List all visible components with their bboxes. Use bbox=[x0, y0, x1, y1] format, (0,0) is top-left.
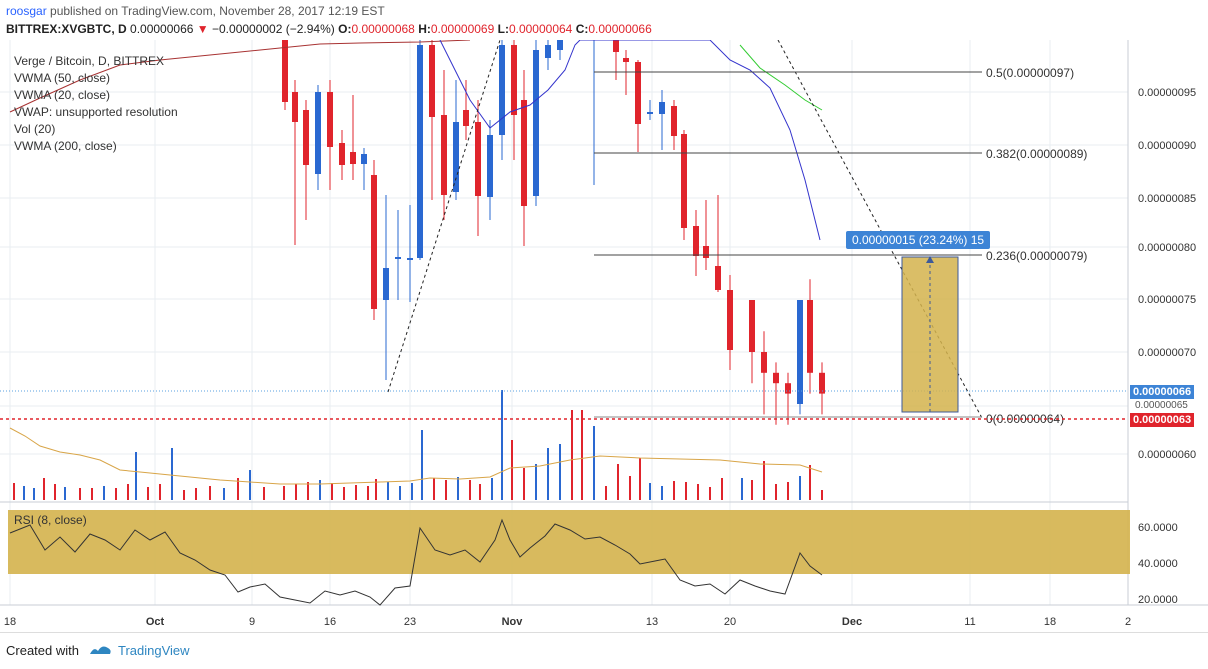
x-tick: 9 bbox=[249, 616, 255, 628]
candle-body bbox=[807, 300, 813, 373]
tradingview-brand[interactable]: TradingView bbox=[118, 643, 190, 658]
publish-text: published on TradingView.com, November 2… bbox=[50, 4, 385, 18]
low-label: L: bbox=[497, 22, 509, 36]
current-price-tag: 0.00000066 bbox=[1130, 385, 1195, 399]
y-tick: 0.00000090 bbox=[1138, 140, 1196, 152]
y-tick: 0.00000060 bbox=[1138, 449, 1196, 461]
vwma50-line bbox=[439, 40, 821, 241]
red-price-tag: 0.00000063 bbox=[1130, 413, 1195, 427]
time-axis: 18 Oct 9 16 23 Nov 13 20 Dec 11 18 2 bbox=[4, 616, 1131, 628]
footer: Created with TradingView bbox=[0, 632, 1208, 669]
price-change: −0.00000002 (−2.94%) bbox=[212, 22, 335, 36]
tradingview-logo-icon[interactable] bbox=[88, 642, 112, 658]
candle-body bbox=[749, 300, 755, 352]
x-tick: 16 bbox=[324, 616, 336, 628]
y-tick: 0.00000080 bbox=[1138, 242, 1196, 254]
y-tick: 0.00000070 bbox=[1138, 347, 1196, 359]
created-with-text: Created with bbox=[6, 643, 79, 658]
rsi-tick: 40.0000 bbox=[1138, 558, 1178, 570]
high-label: H: bbox=[418, 22, 431, 36]
recent-candles bbox=[749, 279, 825, 425]
uptrend-line bbox=[387, 40, 501, 393]
x-tick: 13 bbox=[646, 616, 658, 628]
x-tick: 20 bbox=[724, 616, 736, 628]
legend-vwma200[interactable]: VWMA (200, close) bbox=[14, 139, 117, 153]
price-axis: 0.00000095 0.00000090 0.00000085 0.00000… bbox=[1138, 87, 1196, 461]
open-value: 0.00000068 bbox=[351, 22, 415, 36]
low-value: 0.00000064 bbox=[508, 22, 573, 36]
open-label: O: bbox=[338, 22, 352, 36]
candle-body bbox=[773, 372, 779, 384]
small-price-tag: 0.00000065 bbox=[1132, 399, 1191, 412]
fib-0-label: 0(0.00000064) bbox=[986, 412, 1064, 426]
publish-info: roosgar published on TradingView.com, No… bbox=[6, 4, 385, 18]
x-tick: 23 bbox=[404, 616, 416, 628]
x-tick: 11 bbox=[964, 616, 975, 628]
rsi-tick: 20.0000 bbox=[1138, 594, 1178, 606]
candle-body bbox=[797, 300, 803, 404]
x-tick: 2 bbox=[1125, 616, 1131, 628]
fib-0382-label: 0.382(0.00000089) bbox=[986, 147, 1087, 161]
x-tick: Dec bbox=[842, 616, 862, 628]
last-price: 0.00000066 bbox=[130, 22, 194, 36]
x-tick: Oct bbox=[146, 616, 165, 628]
chart-area[interactable]: 0.5(0.00000097) 0.382(0.00000089) 0.236(… bbox=[0, 40, 1208, 632]
legend-vwma50[interactable]: VWMA (50, close) bbox=[14, 71, 111, 85]
fib-0236-label: 0.236(0.00000079) bbox=[986, 249, 1087, 263]
close-label: C: bbox=[575, 22, 589, 36]
candle-body bbox=[761, 352, 767, 373]
fibonacci-levels bbox=[594, 71, 982, 418]
measure-box[interactable] bbox=[901, 256, 959, 413]
measure-arrow-head bbox=[926, 256, 934, 263]
rsi-line bbox=[9, 518, 823, 606]
measure-label: 0.00000015 (23.24%) 15 bbox=[846, 231, 991, 249]
vwma20-line bbox=[739, 44, 823, 111]
candle-body bbox=[819, 372, 825, 394]
symbol-line: BITTREX:XVGBTC, D 0.00000066 ▼ −0.000000… bbox=[6, 22, 652, 36]
x-tick: Nov bbox=[502, 616, 524, 628]
x-tick: 18 bbox=[4, 616, 16, 628]
legend-vwma20[interactable]: VWMA (20, close) bbox=[14, 88, 111, 102]
vwma200-line bbox=[9, 40, 471, 113]
header-bar: roosgar published on TradingView.com, No… bbox=[0, 0, 1208, 40]
legend: Verge / Bitcoin, D, BITTREX VWMA (50, cl… bbox=[14, 53, 178, 155]
legend-volume[interactable]: Vol (20) bbox=[14, 122, 56, 136]
volume-ma-line bbox=[9, 427, 823, 485]
fib-050-label: 0.5(0.00000097) bbox=[986, 66, 1074, 80]
rsi-legend[interactable]: RSI (8, close) bbox=[14, 513, 87, 527]
down-triangle-icon: ▼ bbox=[196, 22, 209, 36]
candle-body bbox=[785, 383, 791, 394]
rsi-axis: 60.0000 40.0000 20.0000 bbox=[1138, 522, 1178, 606]
y-tick: 0.00000075 bbox=[1138, 294, 1196, 306]
close-value: 0.00000066 bbox=[588, 22, 652, 36]
legend-symbol[interactable]: Verge / Bitcoin, D, BITTREX bbox=[14, 54, 165, 68]
y-tick: 0.00000095 bbox=[1138, 87, 1196, 99]
symbol-name: BITTREX:XVGBTC, D bbox=[6, 22, 127, 36]
x-tick: 18 bbox=[1044, 616, 1056, 628]
rsi-tick: 60.0000 bbox=[1138, 522, 1178, 534]
rsi-band bbox=[8, 510, 1130, 574]
volume-bars bbox=[13, 390, 823, 500]
y-tick: 0.00000085 bbox=[1138, 193, 1196, 205]
legend-vwap[interactable]: VWAP: unsupported resolution bbox=[14, 105, 178, 119]
publisher-link[interactable]: roosgar bbox=[6, 4, 47, 18]
candles bbox=[282, 40, 733, 380]
high-value: 0.00000069 bbox=[430, 22, 495, 36]
